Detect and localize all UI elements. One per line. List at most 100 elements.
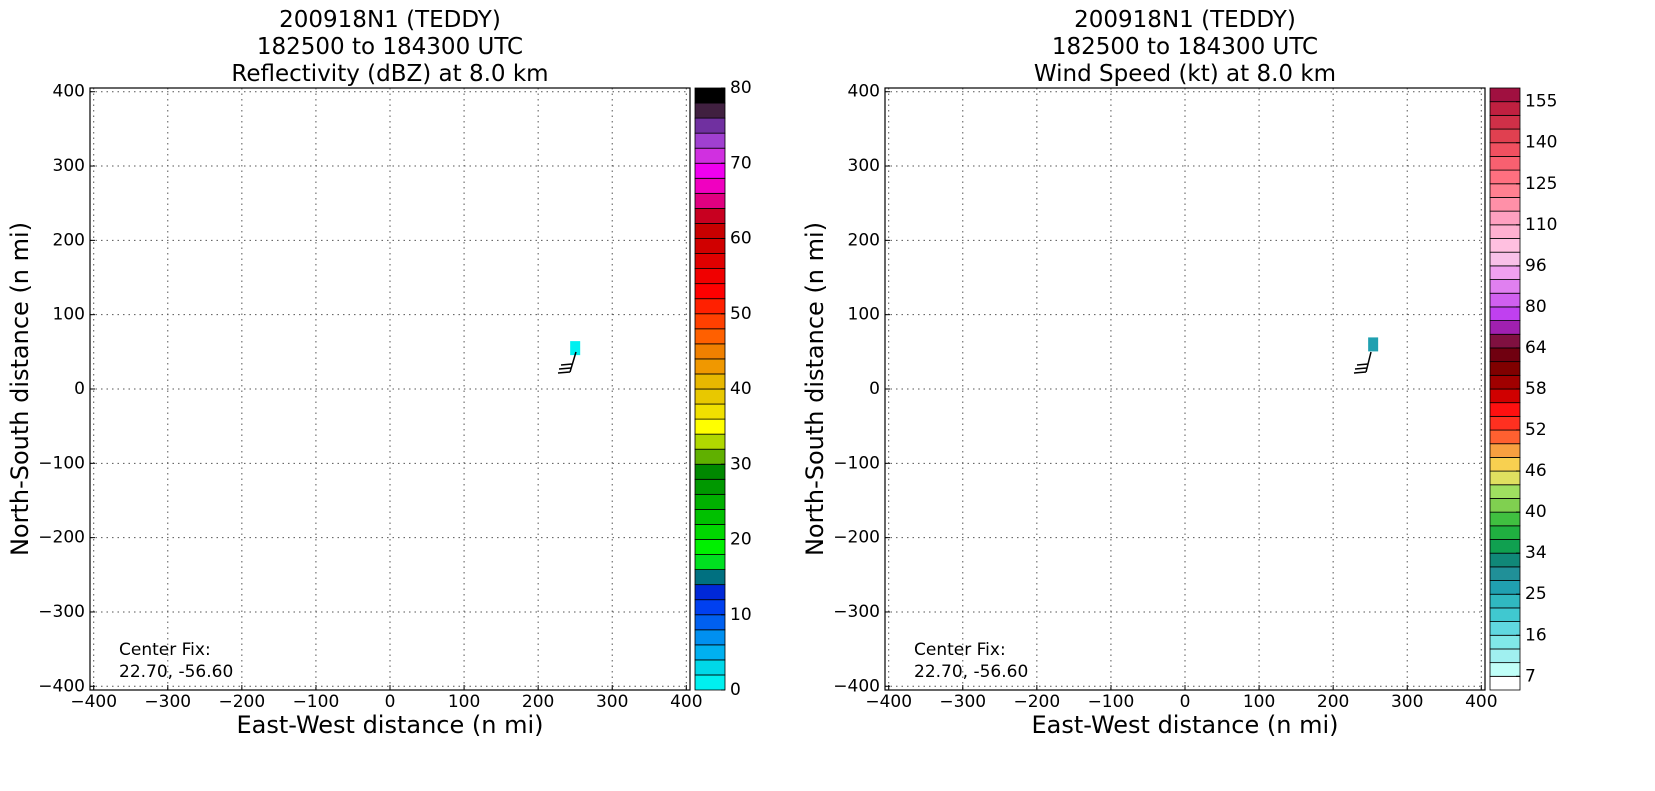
colorbar-tick-label: 64 <box>1525 338 1547 358</box>
colorbar-tick-label: 7 <box>1525 666 1536 686</box>
colorbar-bin <box>1489 675 1521 691</box>
colorbar-bin <box>694 102 726 119</box>
colorbar-tick-label: 40 <box>1525 502 1547 522</box>
colorbar-bin <box>1489 265 1521 280</box>
colorbar-tick-label: 34 <box>1525 543 1547 563</box>
colorbar-bin <box>1489 101 1521 116</box>
colorbar-bin <box>1489 361 1521 376</box>
colorbar-bin <box>694 448 726 465</box>
colorbar-bin <box>1489 169 1521 185</box>
colorbar-bin <box>1489 210 1521 226</box>
y-tick-label: 300 <box>53 156 85 176</box>
colorbar-tick-label: 155 <box>1525 92 1557 112</box>
colorbar-bin <box>1489 429 1521 445</box>
y-tick-label: −300 <box>38 602 85 622</box>
x-tick-label: 400 <box>670 692 702 712</box>
colorbar-bin <box>1489 648 1521 664</box>
colorbar-bin <box>1489 443 1521 458</box>
x-tick-label: −100 <box>293 692 340 712</box>
colorbar-tick-label: 10 <box>730 605 752 625</box>
colorbar-bin <box>694 539 726 555</box>
x-tick-label: 200 <box>522 692 554 712</box>
annotation: Center Fix: <box>914 640 1006 660</box>
colorbar-bin <box>1489 251 1521 267</box>
x-tick-label: −300 <box>144 692 191 712</box>
colorbar-bin <box>1489 238 1521 253</box>
x-tick-label: 100 <box>448 692 480 712</box>
colorbar-bin <box>1489 415 1521 431</box>
colorbar-bin <box>1489 197 1521 212</box>
colorbar-bin <box>694 162 726 179</box>
chart-title: 182500 to 184300 UTC <box>1052 34 1318 60</box>
y-tick-label: 200 <box>53 230 85 250</box>
colorbar-bin <box>1489 634 1521 650</box>
colorbar-bin <box>694 238 726 254</box>
y-tick-label: 0 <box>869 379 880 399</box>
colorbar-bin <box>1489 142 1521 157</box>
chart-title: 200918N1 (TEDDY) <box>1074 7 1296 33</box>
colorbar-bin <box>1489 511 1521 527</box>
colorbar-bin <box>694 463 726 480</box>
x-axis-label: East-West distance (n mi) <box>1031 711 1338 739</box>
colorbar-bin <box>694 478 726 495</box>
colorbar-bin <box>1489 87 1521 103</box>
colorbar-bin <box>1489 552 1521 568</box>
colorbar-bin <box>694 192 726 209</box>
colorbar-bin <box>694 132 726 149</box>
colorbar-bin <box>694 388 726 405</box>
colorbar-bin <box>1489 580 1521 595</box>
x-tick-label: 300 <box>596 692 628 712</box>
colorbar-bin <box>694 614 726 631</box>
colorbar-bin <box>694 433 726 450</box>
colorbar-tick-label: 40 <box>730 379 752 399</box>
colorbar-bin <box>1489 224 1521 239</box>
colorbar-tick-label: 0 <box>730 680 741 700</box>
colorbar-tick-label: 50 <box>730 304 752 324</box>
colorbar-bin <box>1489 156 1521 171</box>
annotation: 22.70, -56.60 <box>119 662 233 682</box>
colorbar-bin <box>1489 402 1521 417</box>
chart-title: 182500 to 184300 UTC <box>257 34 523 60</box>
x-tick-label: −400 <box>865 692 912 712</box>
x-tick-label: −200 <box>219 692 266 712</box>
colorbar-tick-label: 110 <box>1525 215 1557 235</box>
colorbar-bin <box>1489 347 1521 363</box>
colorbar-bin <box>1489 279 1521 294</box>
colorbar-bin <box>1489 539 1521 554</box>
colorbar-bin <box>1489 470 1521 486</box>
y-tick-label: 0 <box>74 379 85 399</box>
colorbar-tick-label: 16 <box>1525 625 1547 645</box>
colorbar-bin <box>1489 525 1521 540</box>
colorbar-bin <box>694 493 726 510</box>
colorbar-bin <box>694 223 726 239</box>
colorbar-bin <box>1489 662 1521 677</box>
x-axis-label: East-West distance (n mi) <box>236 711 543 739</box>
plot-frame <box>884 87 1486 691</box>
colorbar-bin <box>694 644 726 661</box>
colorbar-tick-label: 125 <box>1525 174 1557 194</box>
data-cell <box>1368 337 1379 352</box>
colorbar-bin <box>694 659 726 676</box>
colorbar-tick-label: 140 <box>1525 133 1557 153</box>
annotation: Center Fix: <box>119 640 211 660</box>
y-axis-label: North-South distance (n mi) <box>801 222 829 556</box>
chart-title: 200918N1 (TEDDY) <box>279 7 501 33</box>
colorbar-bin <box>1489 566 1521 581</box>
colorbar-bin <box>694 524 726 540</box>
colorbar-bin <box>694 283 726 300</box>
colorbar-tick-label: 70 <box>730 153 752 173</box>
y-tick-label: 100 <box>53 305 85 325</box>
colorbar-bin <box>1489 374 1521 390</box>
colorbar-bin <box>1489 484 1521 499</box>
x-tick-label: −400 <box>70 692 117 712</box>
colorbar-bin <box>1489 593 1521 609</box>
colorbar-bin <box>1489 183 1521 198</box>
colorbar-bin <box>694 87 726 104</box>
colorbar-bin <box>694 569 726 586</box>
colorbar-tick-label: 96 <box>1525 256 1547 276</box>
colorbar-tick-label: 46 <box>1525 461 1547 481</box>
colorbar-bin <box>694 403 726 420</box>
x-tick-label: 400 <box>1465 692 1497 712</box>
y-tick-label: 100 <box>848 305 880 325</box>
y-tick-label: −300 <box>833 602 880 622</box>
